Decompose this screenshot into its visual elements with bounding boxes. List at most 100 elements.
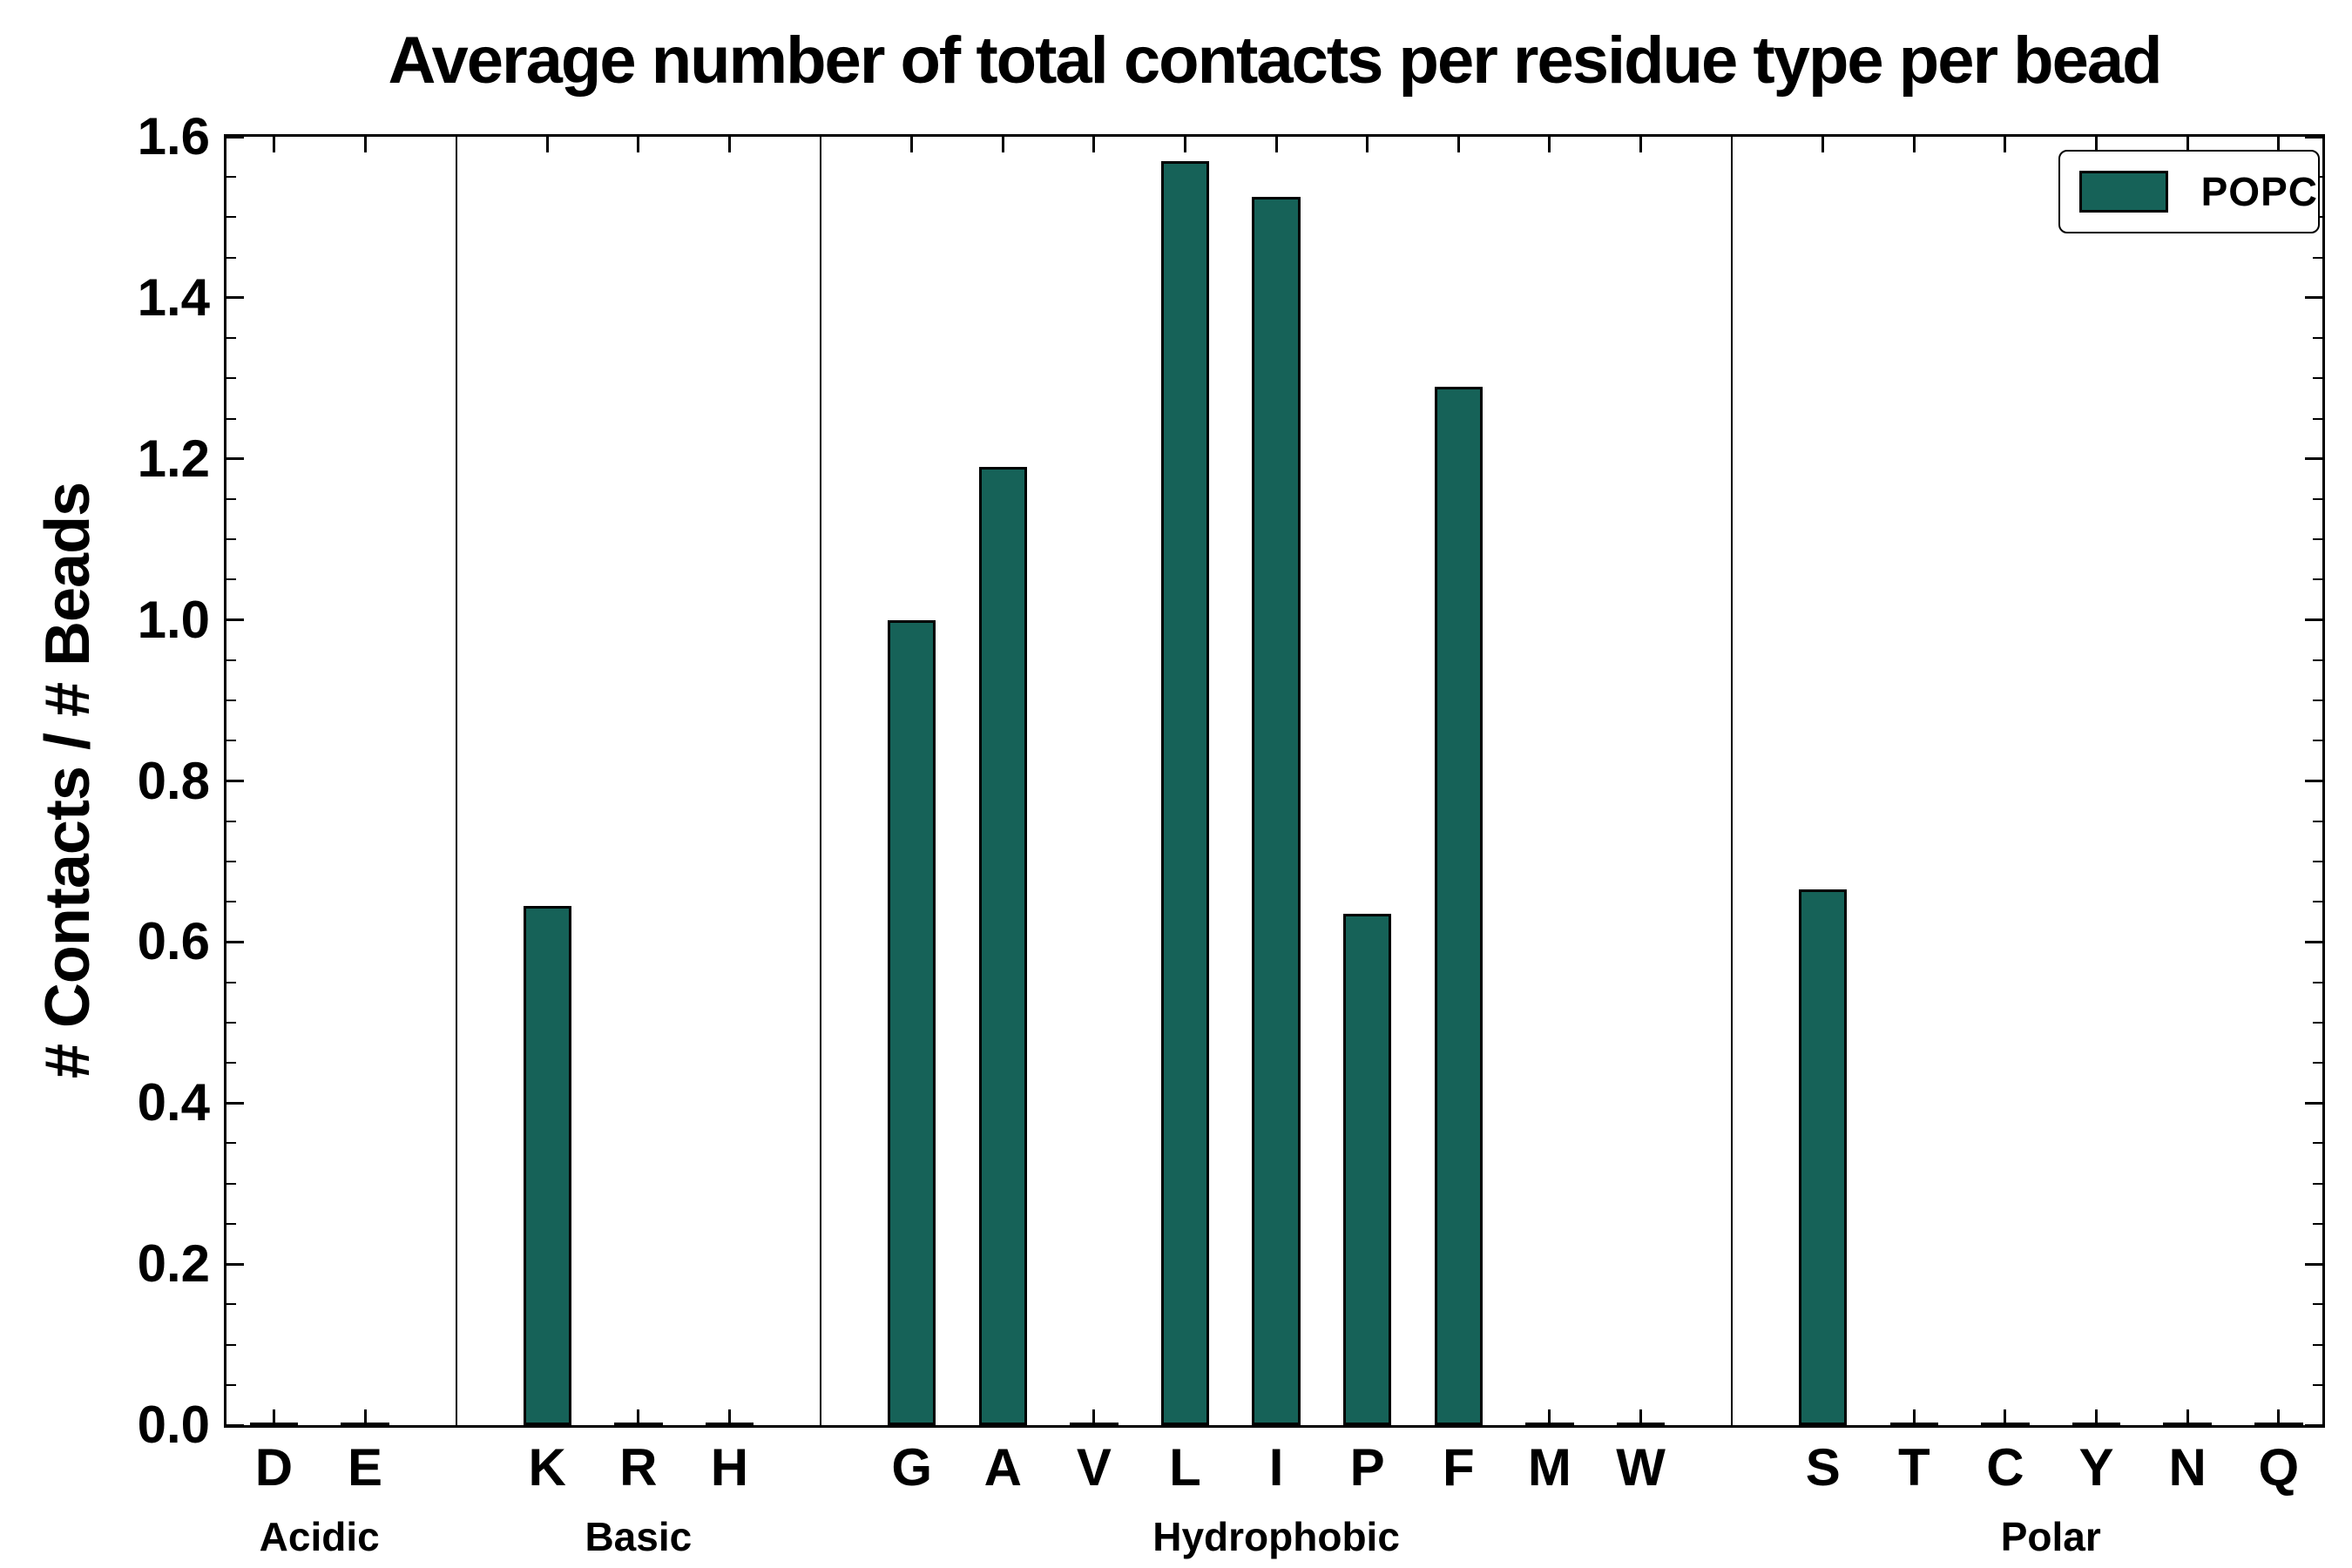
- y-minor-tick: [2313, 377, 2322, 380]
- y-minor-tick: [226, 377, 236, 380]
- bar-V: [1070, 1423, 1119, 1425]
- y-tick-label: 1.6: [137, 107, 210, 166]
- x-tick-label-T: T: [1898, 1438, 1930, 1497]
- y-minor-tick: [226, 417, 236, 420]
- x-tick-top: [1001, 137, 1004, 152]
- bar-H: [705, 1423, 754, 1425]
- x-tick-bottom: [2277, 1409, 2281, 1425]
- y-minor-tick: [226, 860, 236, 862]
- y-major-tick: [2305, 1423, 2322, 1427]
- y-major-tick: [226, 135, 244, 139]
- y-major-tick: [226, 1101, 244, 1105]
- y-minor-tick: [2313, 1343, 2322, 1346]
- y-minor-tick: [226, 1383, 236, 1386]
- y-tick-label: 0.6: [137, 912, 210, 971]
- y-major-tick: [2305, 296, 2322, 300]
- y-minor-tick: [2313, 578, 2322, 581]
- y-tick-label: 0.0: [137, 1396, 210, 1454]
- plot-area: [224, 134, 2325, 1428]
- y-minor-tick: [226, 740, 236, 742]
- x-tick-bottom: [1092, 1409, 1096, 1425]
- bar-C: [1981, 1423, 2030, 1425]
- y-minor-tick: [226, 1303, 236, 1306]
- x-tick-top: [1639, 137, 1643, 152]
- y-minor-tick: [226, 981, 236, 983]
- x-tick-label-V: V: [1076, 1438, 1112, 1497]
- bar-A: [978, 467, 1027, 1425]
- bar-E: [341, 1423, 389, 1425]
- x-tick-top: [272, 137, 275, 152]
- group-divider: [455, 137, 457, 1425]
- y-minor-tick: [2313, 1062, 2322, 1064]
- x-tick-top: [1456, 137, 1460, 152]
- group-divider: [820, 137, 822, 1425]
- bar-S: [1799, 889, 1848, 1425]
- legend-label: POPC: [2200, 169, 2318, 214]
- y-tick-label: 0.8: [137, 751, 210, 810]
- y-minor-tick: [226, 256, 236, 259]
- y-minor-tick: [2313, 1222, 2322, 1225]
- x-tick-label-E: E: [347, 1438, 383, 1497]
- y-major-tick: [2305, 1262, 2322, 1266]
- x-tick-top: [2004, 137, 2007, 152]
- x-tick-bottom: [2004, 1409, 2007, 1425]
- y-major-tick: [2305, 780, 2322, 782]
- x-tick-top: [1274, 137, 1278, 152]
- y-minor-tick: [226, 538, 236, 541]
- x-tick-label-N: N: [2168, 1438, 2207, 1497]
- x-tick-top: [727, 137, 731, 152]
- group-label-basic: Basic: [585, 1514, 693, 1559]
- y-tick-label: 1.2: [137, 429, 210, 488]
- y-minor-tick: [2313, 417, 2322, 420]
- x-tick-top: [637, 137, 640, 152]
- y-minor-tick: [2313, 337, 2322, 340]
- x-tick-top: [1092, 137, 1096, 152]
- y-major-tick: [226, 940, 244, 943]
- y-major-tick: [226, 457, 244, 461]
- y-minor-tick: [2313, 497, 2322, 500]
- x-tick-bottom: [727, 1409, 731, 1425]
- bar-Y: [2072, 1423, 2121, 1425]
- y-minor-tick: [2313, 1142, 2322, 1145]
- y-minor-tick: [2313, 1021, 2322, 1024]
- x-tick-label-R: R: [619, 1438, 658, 1497]
- y-minor-tick: [2313, 659, 2322, 661]
- y-major-tick: [226, 618, 244, 622]
- y-minor-tick: [226, 1343, 236, 1346]
- bar-R: [614, 1423, 663, 1425]
- y-major-tick: [2305, 135, 2322, 139]
- y-minor-tick: [2313, 1303, 2322, 1306]
- y-tick-label: 0.2: [137, 1234, 210, 1294]
- y-minor-tick: [226, 1021, 236, 1024]
- y-minor-tick: [226, 1142, 236, 1145]
- y-minor-tick: [2313, 1182, 2322, 1185]
- bar-W: [1616, 1423, 1666, 1425]
- x-tick-label-Q: Q: [2258, 1438, 2300, 1497]
- bar-Q: [2254, 1423, 2303, 1425]
- y-minor-tick: [226, 1062, 236, 1064]
- x-tick-bottom: [1912, 1409, 1916, 1425]
- y-minor-tick: [2313, 820, 2322, 822]
- x-tick-label-I: I: [1268, 1438, 1284, 1497]
- x-tick-label-G: G: [891, 1438, 932, 1497]
- y-minor-tick: [226, 700, 236, 702]
- x-tick-top: [1821, 137, 1825, 152]
- x-tick-label-M: M: [1527, 1438, 1571, 1497]
- bar-K: [523, 905, 571, 1425]
- x-tick-label-W: W: [1616, 1438, 1666, 1497]
- bar-L: [1160, 160, 1210, 1425]
- y-minor-tick: [2313, 740, 2322, 742]
- x-tick-top: [1548, 137, 1551, 152]
- y-major-tick: [226, 780, 244, 782]
- y-tick-label: 1.0: [137, 590, 210, 649]
- y-minor-tick: [226, 1182, 236, 1185]
- y-minor-tick: [2313, 538, 2322, 541]
- y-major-tick: [226, 1262, 244, 1266]
- y-tick-label: 1.4: [137, 267, 210, 327]
- group-divider: [1731, 137, 1734, 1425]
- y-minor-tick: [226, 901, 236, 903]
- x-tick-bottom: [2186, 1409, 2189, 1425]
- y-minor-tick: [2313, 981, 2322, 983]
- legend-swatch: [2079, 171, 2168, 213]
